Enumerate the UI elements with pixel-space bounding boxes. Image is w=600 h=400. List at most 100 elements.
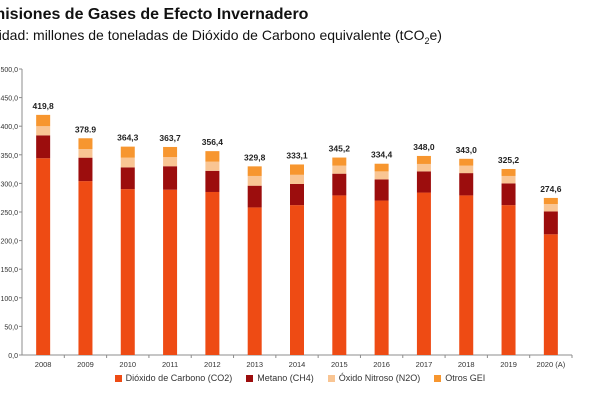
- bar-segment-co2: [374, 200, 389, 355]
- bar-segment-co2: [205, 191, 220, 355]
- bar-segment-n2o: [120, 157, 135, 168]
- bar-segment-ch4: [332, 173, 347, 196]
- bar-segment-n2o: [78, 149, 93, 158]
- y-tick-label: 200,0: [0, 239, 18, 246]
- bar-segment-ch4: [459, 173, 474, 196]
- bar-segment-n2o: [36, 126, 51, 136]
- bar-total-label: 274,6: [540, 184, 562, 194]
- bar-segment-ch4: [163, 166, 178, 190]
- bar-segment-otros: [332, 157, 347, 166]
- legend-label: Óxido Nitroso (N2O): [338, 373, 421, 383]
- bar-segment-ch4: [543, 211, 558, 235]
- legend-item-otros: Otros GEI: [434, 373, 485, 383]
- bar-segment-otros: [416, 155, 431, 164]
- bar-total-label: 363,7: [159, 133, 181, 143]
- bar-segment-n2o: [205, 161, 220, 171]
- bar-segment-otros: [501, 168, 516, 176]
- bar-segment-otros: [205, 151, 220, 162]
- bar-segment-co2: [120, 189, 135, 355]
- bar-segment-n2o: [416, 163, 431, 172]
- bar-segment-otros: [290, 164, 304, 175]
- bar-segment-n2o: [163, 157, 178, 167]
- legend-item-co2: Dióxido de Carbono (CO2): [114, 373, 233, 383]
- x-tick-label: 2009: [77, 360, 94, 369]
- bar-segment-co2: [501, 205, 516, 355]
- bar-segment-co2: [247, 207, 262, 355]
- x-tick-label: 2016: [373, 360, 390, 369]
- chart-subtitle: nidad: millones de toneladas de Dióxido …: [0, 27, 442, 46]
- x-tick-label: 2013: [246, 360, 263, 369]
- bar-segment-otros: [78, 138, 93, 150]
- bar-segment-ch4: [36, 135, 51, 159]
- bar-segment-n2o: [459, 165, 474, 174]
- bar-segment-ch4: [374, 179, 389, 201]
- bar-segment-co2: [290, 205, 304, 355]
- bar-total-label: 356,4: [202, 137, 224, 147]
- chart-legend: Dióxido de Carbono (CO2) Metano (CH4) Óxid…: [0, 373, 600, 383]
- x-tick-label: 2019: [500, 360, 517, 369]
- x-tick-label: 2008: [35, 360, 52, 369]
- bar-segment-n2o: [290, 174, 304, 184]
- x-tick-label: 2010: [119, 360, 136, 369]
- legend-item-n2o: Óxido Nitroso (N2O): [327, 373, 421, 383]
- y-tick-label: 100,0: [0, 296, 18, 303]
- bar-segment-otros: [543, 197, 558, 204]
- y-tick-label: 500,0: [0, 67, 18, 74]
- legend-swatch: [246, 374, 254, 382]
- bar-segment-n2o: [501, 175, 516, 184]
- legend-label: Metano (CH4): [257, 373, 314, 383]
- bar-segment-ch4: [290, 183, 304, 206]
- bar-segment-co2: [163, 189, 178, 355]
- bar-segment-ch4: [416, 171, 431, 193]
- bar-total-label: 333,1: [286, 150, 308, 160]
- bar-total-label: 343,0: [456, 145, 478, 155]
- y-tick-label: 400,0: [0, 124, 18, 131]
- x-tick-label: 2012: [204, 360, 221, 369]
- bar-segment-n2o: [374, 171, 389, 180]
- bar-segment-co2: [416, 192, 431, 355]
- bar-segment-otros: [120, 146, 135, 158]
- bar-total-label: 378.9: [75, 124, 97, 134]
- bar-total-label: 348,0: [413, 142, 435, 152]
- bar-total-label: 419,8: [33, 101, 55, 111]
- legend-swatch: [434, 374, 442, 382]
- bar-segment-n2o: [332, 165, 347, 174]
- bar-total-label: 325,2: [498, 155, 520, 165]
- bar-segment-co2: [332, 195, 347, 355]
- legend-item-ch4: Metano (CH4): [246, 373, 314, 383]
- bar-segment-ch4: [120, 167, 135, 190]
- x-tick-label: 2017: [416, 360, 433, 369]
- bar-segment-co2: [459, 195, 474, 355]
- bar-segment-n2o: [247, 175, 262, 186]
- y-tick-label: 150,0: [0, 267, 18, 274]
- bar-segment-co2: [78, 181, 93, 355]
- bar-segment-co2: [543, 234, 558, 355]
- bar-segment-otros: [163, 146, 178, 158]
- bar-total-label: 334,4: [371, 150, 393, 160]
- y-tick-label: 350,0: [0, 153, 18, 160]
- y-tick-label: 50,0: [4, 324, 18, 331]
- y-tick-label: 250,0: [0, 210, 18, 217]
- legend-label: Otros GEI: [445, 373, 486, 383]
- bar-segment-n2o: [543, 203, 558, 212]
- bar-segment-otros: [459, 158, 474, 166]
- legend-label: Dióxido de Carbono (CO2): [125, 373, 233, 383]
- bar-segment-co2: [36, 158, 51, 355]
- x-tick-label: 2011: [162, 360, 178, 369]
- bar-segment-ch4: [205, 170, 220, 192]
- x-tick-label: 2018: [458, 360, 475, 369]
- bar-segment-ch4: [501, 183, 516, 206]
- x-tick-label: 2020 (A): [536, 360, 565, 369]
- bar-segment-otros: [374, 163, 389, 172]
- legend-swatch: [114, 374, 122, 382]
- legend-swatch: [327, 374, 335, 382]
- bar-total-label: 329,8: [244, 152, 266, 162]
- bar-segment-ch4: [78, 157, 93, 182]
- bar-segment-ch4: [247, 185, 262, 208]
- y-tick-label: 0,0: [8, 353, 18, 360]
- chart-title: misiones de Gases de Efecto Invernadero: [0, 6, 309, 23]
- x-tick-label: 2014: [289, 360, 306, 369]
- bar-segment-otros: [36, 114, 51, 127]
- bar-total-label: 364,3: [117, 133, 139, 143]
